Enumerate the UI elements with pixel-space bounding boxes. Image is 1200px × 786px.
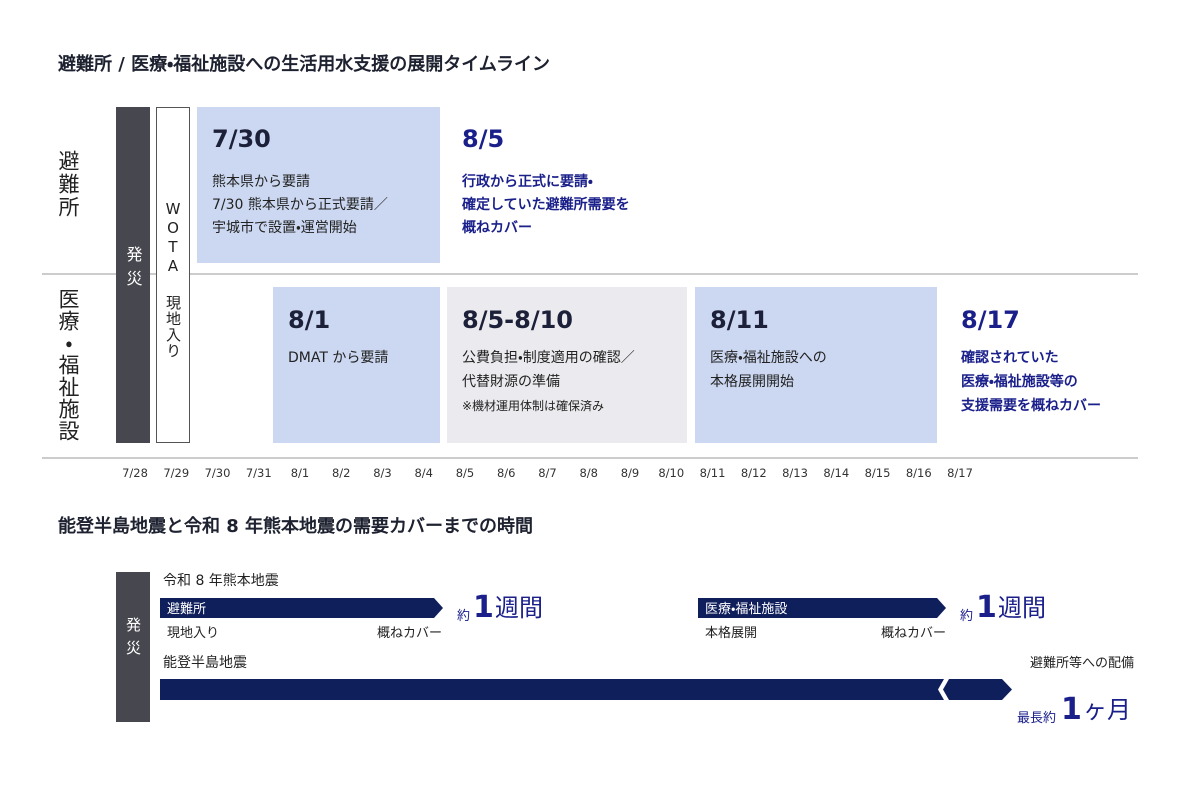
event-note: ※機材運用体制は確保済み	[462, 398, 604, 413]
event-text: 代替財源の準備	[462, 374, 560, 390]
event-text: 行政から正式に要請・	[461, 173, 593, 190]
quake-label: 能登半島地震	[163, 655, 247, 671]
event-text: 宇城市で設置・運営開始	[212, 220, 357, 236]
date-label: 8/15	[865, 466, 891, 480]
duration-arrow	[160, 598, 443, 618]
event-text: 7/30 熊本県から正式要請／	[212, 197, 388, 213]
event-date: 8/17	[961, 306, 1020, 334]
bar-start: 本格展開	[705, 625, 757, 641]
date-label: 8/6	[497, 466, 516, 480]
event-date: 7/30	[212, 125, 271, 153]
event-date: 8/5	[462, 125, 504, 153]
date-label: 8/4	[414, 466, 433, 480]
event-date: 8/11	[710, 306, 769, 334]
date-label: 8/2	[332, 466, 351, 480]
event-box	[197, 107, 440, 263]
event-text: DMAT から要請	[288, 350, 388, 366]
disaster-label: 発災	[124, 246, 143, 294]
event-text: 医療・福祉施設等の	[961, 373, 1078, 390]
wota-label: WOTA 現地入り	[164, 200, 182, 359]
bar-start: 現地入り	[167, 626, 219, 641]
duration-bar	[160, 679, 944, 700]
date-label: 8/12	[741, 466, 767, 480]
date-label: 8/13	[782, 466, 808, 480]
date-label: 8/10	[658, 466, 684, 480]
date-label: 7/29	[163, 466, 189, 480]
date-label: 8/8	[579, 466, 598, 480]
duration-unit: ヶ月	[1083, 696, 1131, 724]
event-text: 医療・福祉施設への	[710, 349, 827, 366]
event-box	[695, 287, 937, 443]
date-label: 8/7	[538, 466, 557, 480]
date-label: 7/28	[122, 466, 148, 480]
date-label: 8/16	[906, 466, 932, 480]
bar-end: 概ねカバー	[881, 626, 946, 641]
date-label: 8/5	[456, 466, 475, 480]
date-label: 8/9	[621, 466, 640, 480]
wota-box	[156, 107, 190, 443]
date-label: 8/1	[291, 466, 310, 480]
date-axis: 7/28 7/29 7/30 7/31 8/1 8/2 8/3 8/4 8/5 8/6 8/7 8/8…	[122, 466, 973, 480]
disaster-bar	[116, 572, 150, 722]
date-label: 8/11	[700, 466, 726, 480]
bar-label: 医療・福祉施設	[705, 602, 787, 617]
event-text: 確認されていた	[960, 349, 1059, 366]
event-text: 本格展開開始	[710, 374, 794, 390]
event-text: 熊本県から要請	[212, 174, 310, 190]
row-label: 避難所	[56, 150, 80, 219]
event-text: 公費負担・制度適用の確認／	[462, 350, 635, 366]
duration-arrow	[698, 598, 946, 618]
quake-label: 令和 8 年熊本地震	[163, 573, 279, 589]
duration-prefix: 約	[960, 609, 973, 624]
section-title: 避難所 / 医療・福祉施設への生活用水支援の展開タイムライン	[58, 53, 550, 75]
duration-unit: 週間	[998, 594, 1046, 622]
bar-end: 概ねカバー	[377, 626, 442, 641]
event-text: 支援需要を概ねカバー	[960, 397, 1101, 414]
duration-unit: 週間	[495, 594, 543, 622]
duration-number: 1	[473, 590, 494, 625]
duration-arrow	[943, 679, 1012, 700]
event-date: 8/1	[288, 306, 330, 334]
duration-prefix: 最長約	[1017, 711, 1056, 726]
bar-label: 避難所	[167, 602, 206, 617]
date-label: 7/31	[246, 466, 272, 480]
date-label: 8/3	[373, 466, 392, 480]
duration-number: 1	[1061, 692, 1082, 727]
disaster-bar	[116, 107, 150, 443]
duration-number: 1	[976, 590, 997, 625]
event-text: 概ねカバー	[462, 219, 532, 236]
event-date: 8/5-8/10	[462, 306, 573, 334]
disaster-label: 発災	[124, 617, 142, 663]
event-text: 確定していた避難所需要を	[461, 196, 630, 213]
date-label: 8/17	[947, 466, 973, 480]
row-label: 医療・福祉施設	[56, 288, 80, 442]
section-title: 能登半島地震と令和 8 年熊本地震の需要カバーまでの時間	[58, 515, 533, 537]
date-label: 7/30	[205, 466, 231, 480]
date-label: 8/14	[823, 466, 849, 480]
event-box	[273, 287, 440, 443]
event-box	[447, 287, 687, 443]
bar-caption: 避難所等への配備	[1030, 655, 1134, 671]
duration-prefix: 約	[457, 609, 470, 624]
